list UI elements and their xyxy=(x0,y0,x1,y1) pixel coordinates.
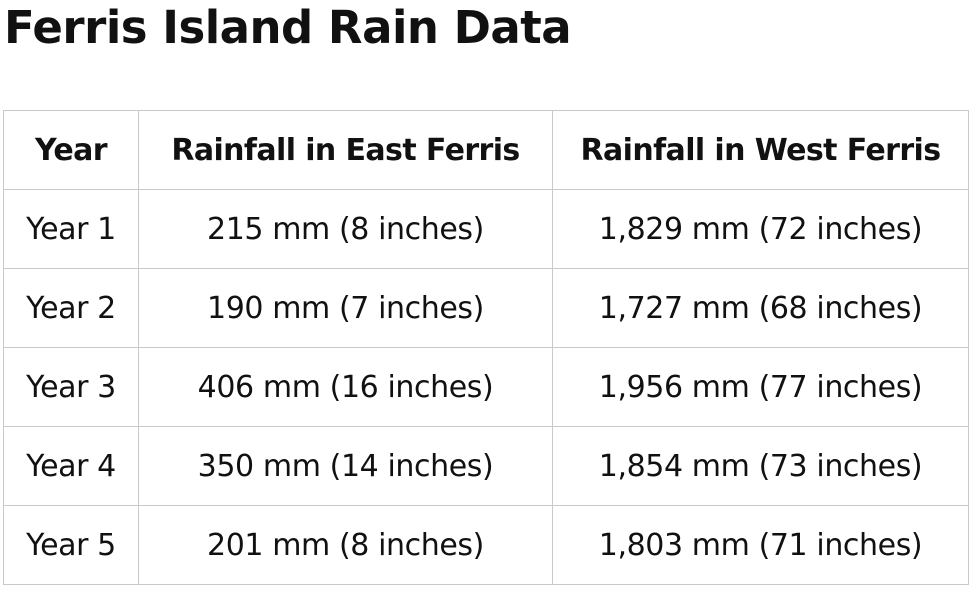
table-header-row: Year Rainfall in East Ferris Rainfall in… xyxy=(3,110,969,190)
header-east-ferris: Rainfall in East Ferris xyxy=(138,110,553,190)
table-row: Year 3 406 mm (16 inches) 1,956 mm (77 i… xyxy=(3,347,969,427)
year-cell: Year 2 xyxy=(3,268,139,348)
east-rainfall-cell: 201 mm (8 inches) xyxy=(138,505,553,585)
west-rainfall-cell: 1,727 mm (68 inches) xyxy=(552,268,969,348)
east-rainfall-cell: 190 mm (7 inches) xyxy=(138,268,553,348)
table-row: Year 4 350 mm (14 inches) 1,854 mm (73 i… xyxy=(3,426,969,506)
rain-data-table: Year Rainfall in East Ferris Rainfall in… xyxy=(3,110,969,585)
west-rainfall-cell: 1,956 mm (77 inches) xyxy=(552,347,969,427)
table-row: Year 1 215 mm (8 inches) 1,829 mm (72 in… xyxy=(3,189,969,269)
west-rainfall-cell: 1,854 mm (73 inches) xyxy=(552,426,969,506)
year-cell: Year 5 xyxy=(3,505,139,585)
page-title: Ferris Island Rain Data xyxy=(4,1,572,54)
year-cell: Year 1 xyxy=(3,189,139,269)
year-cell: Year 4 xyxy=(3,426,139,506)
table-row: Year 5 201 mm (8 inches) 1,803 mm (71 in… xyxy=(3,505,969,585)
header-west-ferris: Rainfall in West Ferris xyxy=(552,110,969,190)
table-row: Year 2 190 mm (7 inches) 1,727 mm (68 in… xyxy=(3,268,969,348)
west-rainfall-cell: 1,829 mm (72 inches) xyxy=(552,189,969,269)
header-year: Year xyxy=(3,110,139,190)
east-rainfall-cell: 406 mm (16 inches) xyxy=(138,347,553,427)
east-rainfall-cell: 215 mm (8 inches) xyxy=(138,189,553,269)
west-rainfall-cell: 1,803 mm (71 inches) xyxy=(552,505,969,585)
year-cell: Year 3 xyxy=(3,347,139,427)
east-rainfall-cell: 350 mm (14 inches) xyxy=(138,426,553,506)
